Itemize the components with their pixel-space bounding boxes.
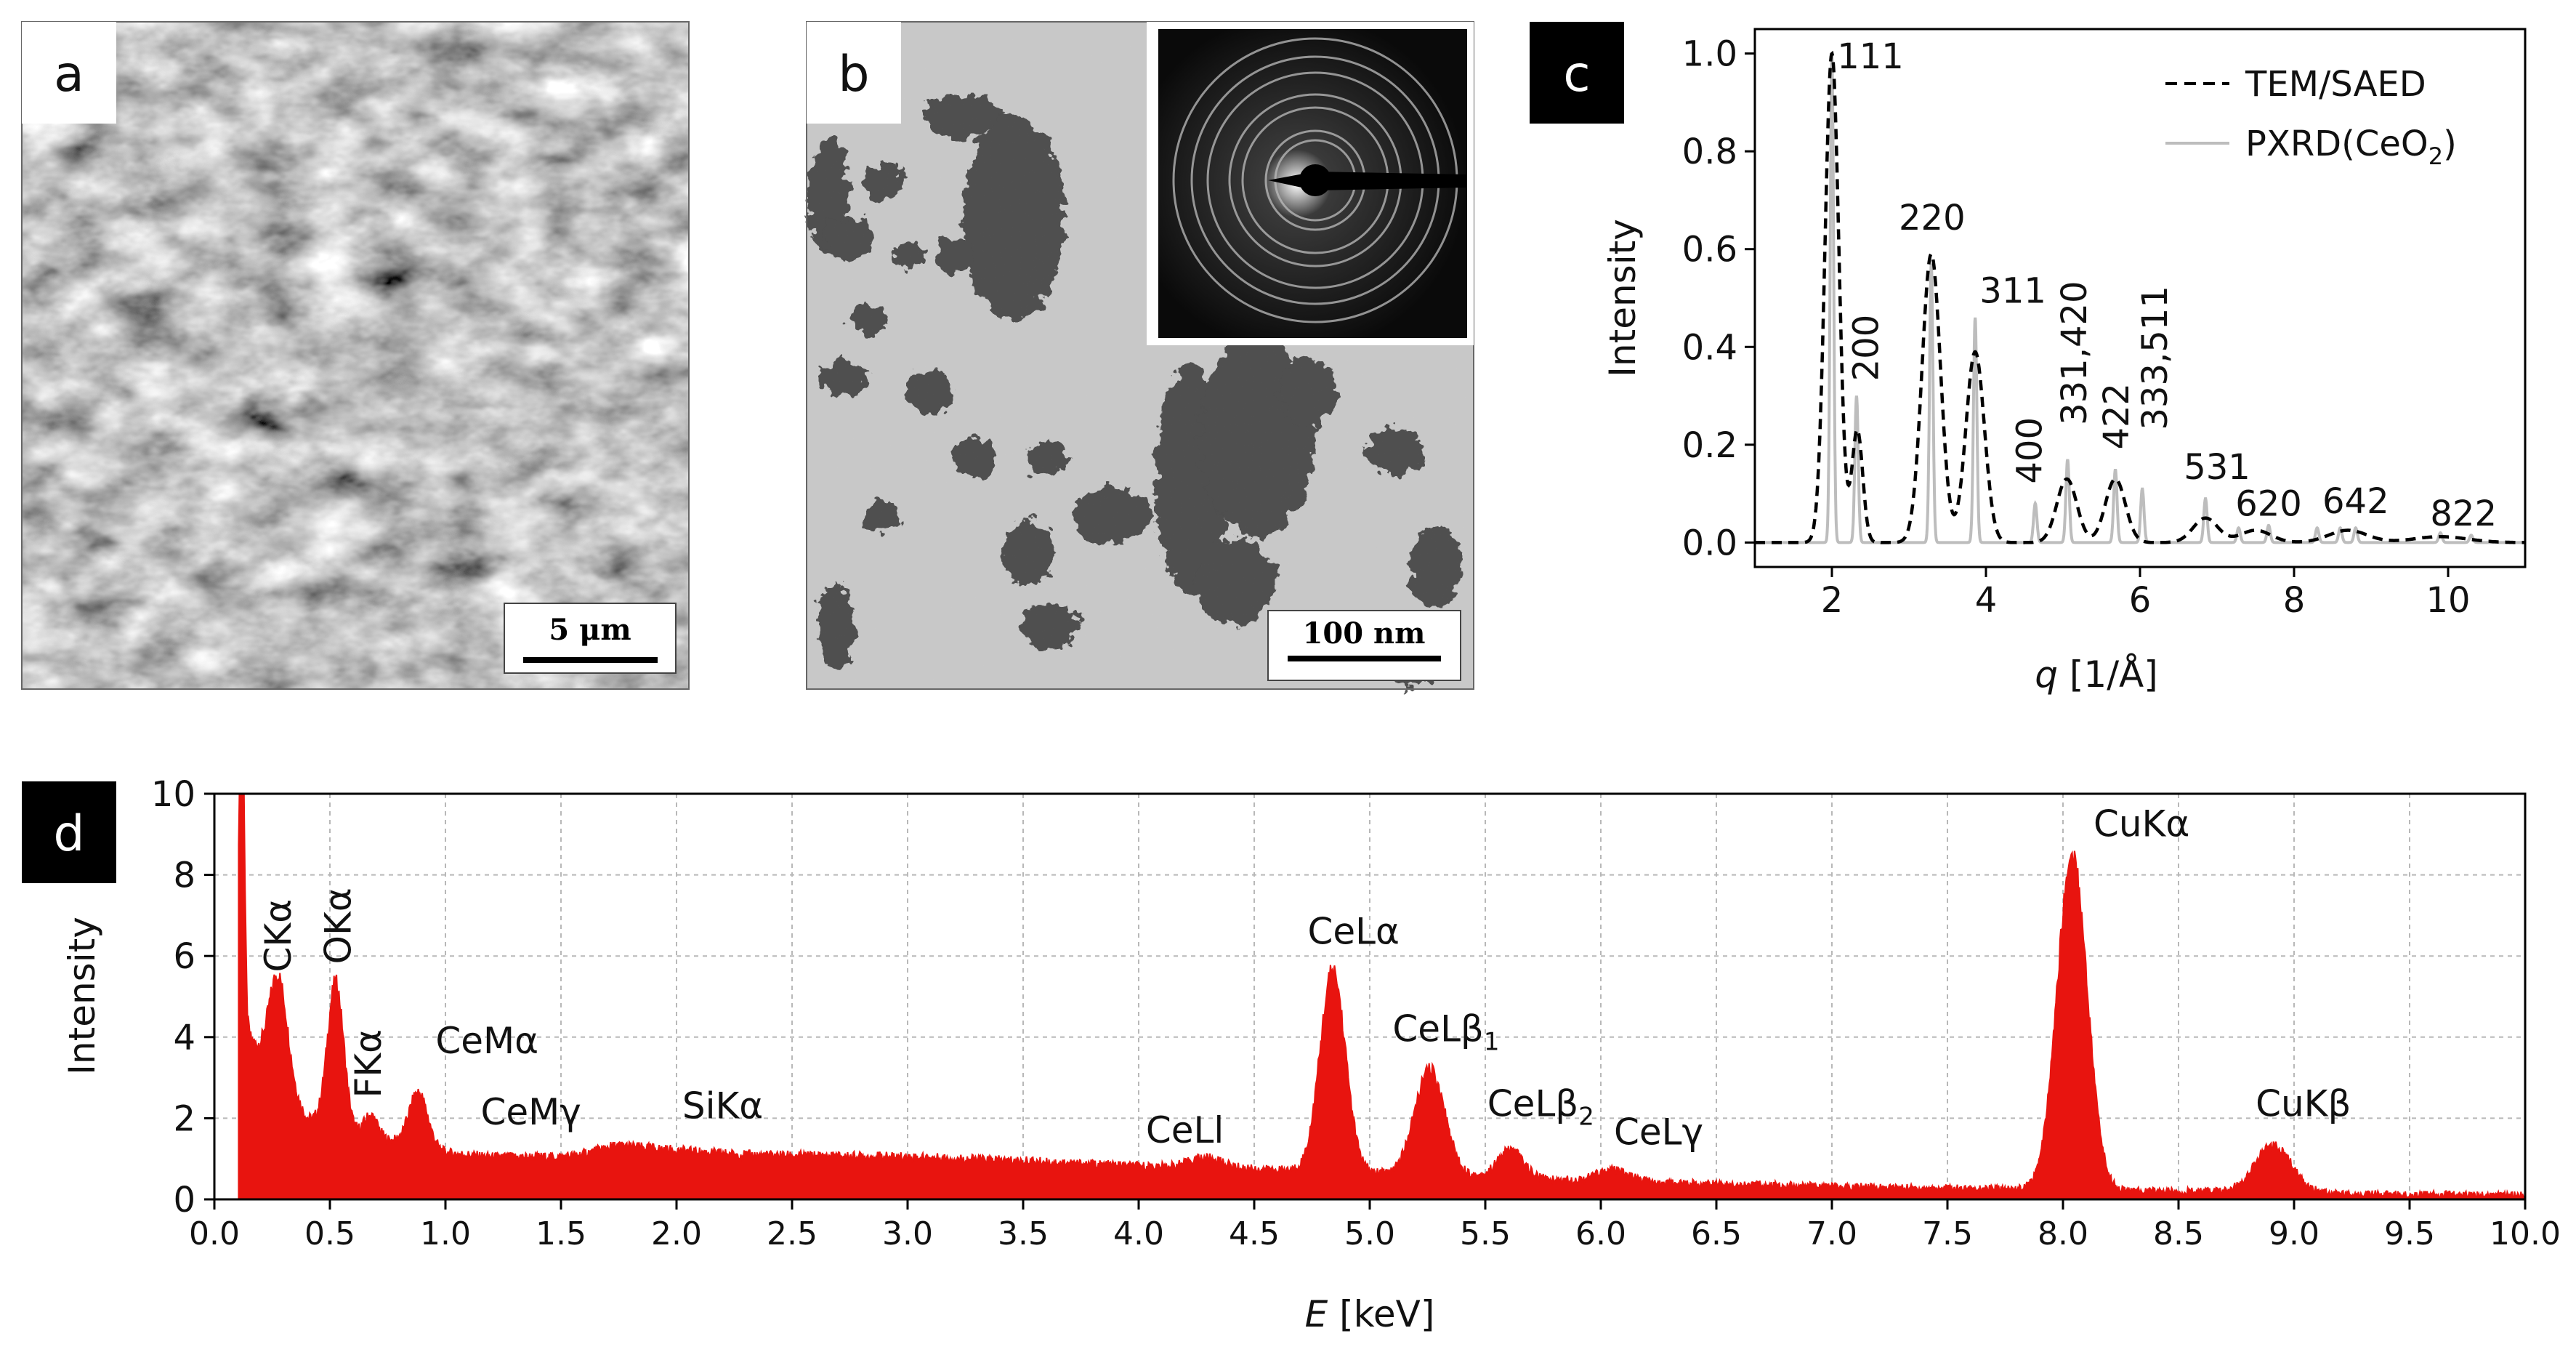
panel-d-xtick-label: 2.0: [651, 1215, 702, 1252]
panel-b-label-box: [807, 22, 901, 124]
panel-c-peak-label: 200: [1846, 315, 1887, 382]
panel-c-peak-label: 331,420: [2054, 281, 2095, 425]
panel-d-line-label: CeLβ1: [1392, 1007, 1499, 1056]
panel-d-xtick-label: 0.5: [304, 1215, 355, 1252]
panel-d-ylabel: Intensity: [61, 917, 103, 1075]
panel-d-xtick-label: 9.0: [2269, 1215, 2319, 1252]
panel-b-label: b: [838, 46, 869, 103]
panel-d-line-label: CuKα: [2093, 803, 2189, 845]
panel-d-line-label: CeMα: [435, 1020, 538, 1062]
panel-d-line-label: CKα: [257, 899, 299, 973]
panel-c-ytick-label: 0.4: [1682, 327, 1737, 368]
panel-c-xtick-label: 4: [1975, 580, 1998, 621]
panel-c-peak-label: 531: [2184, 447, 2250, 488]
panel-d-line-label: OKα: [318, 888, 360, 964]
panel-d-xtick-label: 3.0: [882, 1215, 933, 1252]
panel-d-line-label: CeLα: [1307, 910, 1400, 952]
panel-c-xtick-label: 8: [2283, 580, 2306, 621]
panel-d-ytick-label: 10: [151, 774, 195, 815]
panel-c-ytick-label: 0.0: [1682, 523, 1737, 563]
panel-c-peak-label: 822: [2430, 494, 2497, 534]
panel-c-ytick-label: 0.2: [1682, 425, 1737, 466]
series-edx-spectrum: [238, 794, 2525, 1199]
panel-d-xtick-label: 4.0: [1113, 1215, 1164, 1252]
panel-c-xlabel: q [1/Å]: [2035, 653, 2158, 696]
panel-d-line-label: CeMγ: [480, 1091, 581, 1133]
panel-d-xtick-label: 10.0: [2490, 1215, 2561, 1252]
panel-d-ytick-label: 6: [173, 936, 195, 977]
panel-d-line-label: CuKβ: [2256, 1083, 2351, 1125]
panel-c-ytick-label: 0.6: [1682, 230, 1737, 270]
panel-a-sem-image: [21, 21, 690, 690]
panel-c-xtick-label: 2: [1821, 580, 1844, 621]
panel-d-label: d: [53, 805, 84, 863]
panel-c-peak-label: 422: [2096, 383, 2137, 450]
panel-d-line-label: CeLγ: [1614, 1111, 1703, 1154]
panel-d-ytick-label: 0: [173, 1180, 195, 1220]
panel-d-xlabel-symbol: E: [1305, 1293, 1328, 1335]
panel-d-xtick-label: 8.5: [2153, 1215, 2204, 1252]
panel-d-xtick-label: 3.5: [998, 1215, 1049, 1252]
panel-a-scale-bar: 5 μm: [504, 603, 677, 674]
panel-a-label: a: [54, 46, 84, 103]
panel-c-ytick-label: 0.8: [1682, 132, 1737, 172]
panel-d-xlabel-unit: [keV]: [1339, 1293, 1434, 1335]
panel-a-scale-label: 5 μm: [549, 613, 631, 647]
panel-c-peak-label: 220: [1899, 198, 1966, 238]
panel-d-xtick-label: 1.5: [536, 1215, 586, 1252]
panel-d-line-label: CeLβ2: [1487, 1083, 1594, 1132]
legend-pxrd-sub: 2: [2428, 142, 2443, 170]
panel-d-ytick-label: 2: [173, 1098, 195, 1139]
panel-c-peak-label: 620: [2235, 483, 2302, 524]
panel-c-chart: 2 4 6 8 10 0.0 0.2 0.4 0.6 0.8 1.0 111 200 220 311 400…: [1602, 28, 2527, 696]
panel-b-scale-label: 100 nm: [1303, 616, 1426, 651]
panel-d-xlabel: E [keV]: [1305, 1293, 1435, 1335]
panel-d-xtick-label: 6.0: [1575, 1215, 1626, 1252]
panel-b-saed-inset: [1147, 22, 1474, 345]
panel-d-xtick-label: 6.5: [1691, 1215, 1742, 1252]
panel-d-line-label-sub: 2: [1578, 1103, 1594, 1132]
panel-d-line-label: CeLl: [1146, 1109, 1224, 1151]
panel-c-xlabel-unit: [1/Å]: [2070, 653, 2158, 696]
panel-d-xtick-label: 5.0: [1344, 1215, 1395, 1252]
panel-d-xtick-label: 2.5: [767, 1215, 817, 1252]
panel-c-label-box: [1530, 22, 1624, 124]
panel-b-scale-bar: 100 nm: [1267, 610, 1461, 681]
panel-c-xtick-label: 6: [2129, 580, 2152, 621]
panel-d-line-label: SiKα: [682, 1085, 763, 1127]
panel-a-label-box: [22, 22, 116, 124]
panel-d-xtick-label: 8.0: [2038, 1215, 2088, 1252]
panel-d-xtick-label: 0.0: [189, 1215, 240, 1252]
panel-c-peak-label: 111: [1837, 36, 1904, 77]
series-saed-line: [1755, 50, 2525, 544]
panel-d-xtick-label: 1.0: [420, 1215, 471, 1252]
panel-d-line-label: FKα: [347, 1029, 389, 1098]
panel-c-xtick-label: 10: [2426, 580, 2470, 621]
panel-c-peak-label: 311: [1979, 271, 2046, 312]
panel-d-xtick-label: 7.0: [1806, 1215, 1857, 1252]
panel-c-peak-label: 333,511: [2135, 286, 2176, 430]
panel-d-ytick-label: 8: [173, 856, 195, 896]
panel-c-peak-label: 400: [2009, 417, 2050, 484]
panel-c-ylabel: Intensity: [1602, 219, 1644, 377]
panel-c-peak-label: 642: [2322, 481, 2389, 522]
legend-pxrd-main: PXRD(CeO: [2245, 124, 2428, 164]
panel-d-xtick-label: 5.5: [1460, 1215, 1511, 1252]
panel-c-ytick-label: 1.0: [1682, 34, 1737, 75]
panel-d-ytick-label: 4: [173, 1018, 195, 1058]
panel-d-chart: 0.0 0.5 1.0 1.5 2.0 2.5 3.0 3.5 4.0 4.5 5.0 5.5 6.0 6…: [61, 774, 2561, 1335]
panel-d-line-label-sub: 1: [1484, 1027, 1500, 1056]
panel-c-label: c: [1563, 46, 1590, 103]
legend-pxrd-label: PXRD(CeO2): [2245, 124, 2457, 170]
panel-d-xtick-label: 7.5: [1922, 1215, 1973, 1252]
panel-d-xtick-label: 4.5: [1229, 1215, 1280, 1252]
panel-c-legend: TEM/SAED PXRD(CeO2): [2165, 64, 2457, 170]
legend-pxrd-close: ): [2443, 124, 2457, 164]
panel-c-xlabel-symbol: q: [2035, 653, 2058, 696]
panel-d-label-box: [22, 781, 116, 883]
legend-saed-label: TEM/SAED: [2245, 64, 2426, 105]
panel-d-xtick-label: 9.5: [2384, 1215, 2435, 1252]
